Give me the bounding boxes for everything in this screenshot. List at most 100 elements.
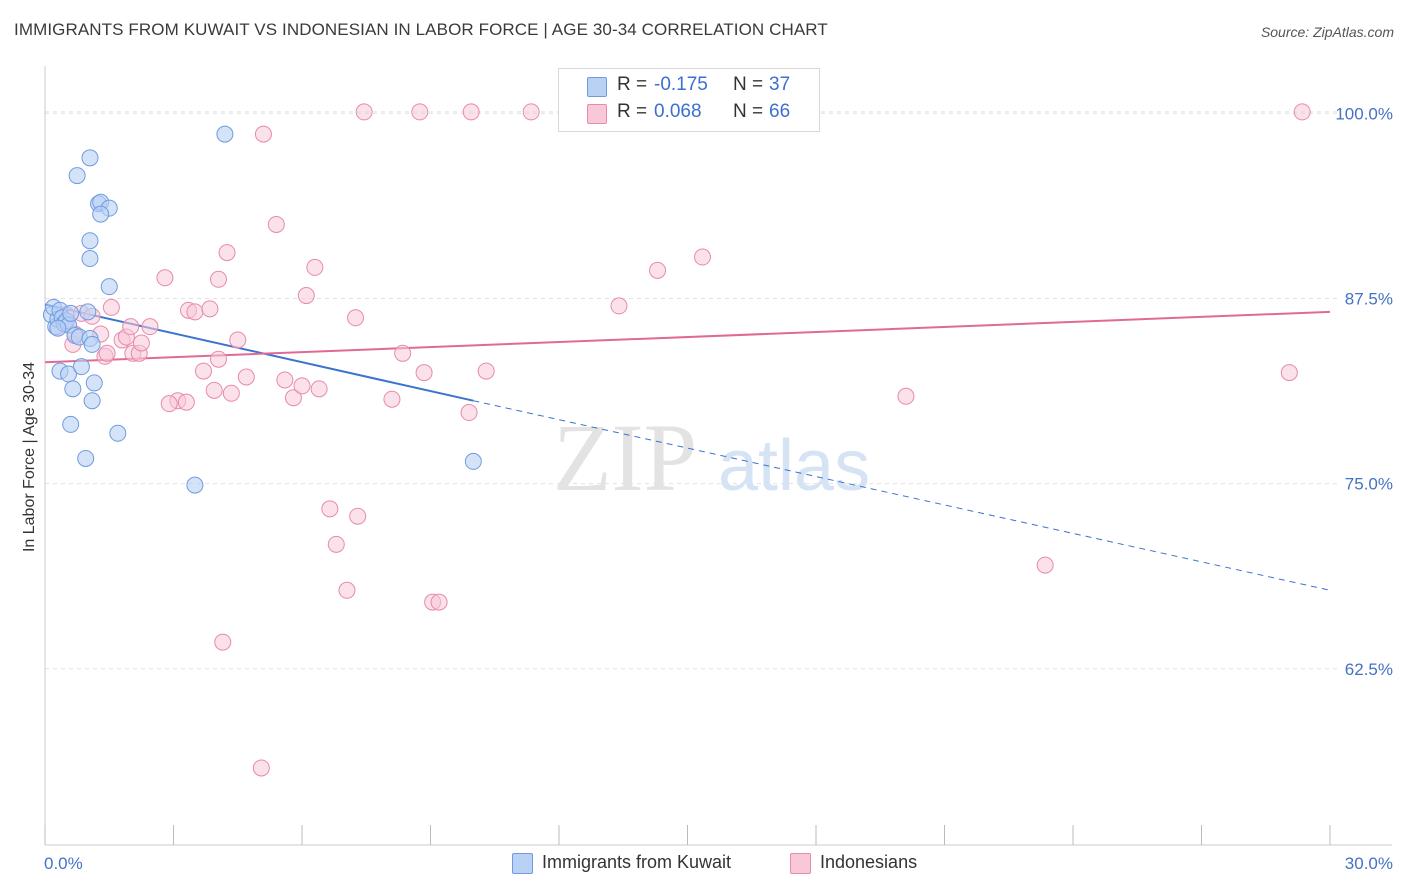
point-indonesians [1036, 556, 1054, 574]
point-indonesians [297, 287, 315, 305]
point-kuwait [109, 424, 127, 442]
watermark: ZIP atlas [553, 404, 870, 511]
point-kuwait [72, 358, 90, 376]
legend-r-label: R = [617, 101, 648, 122]
point-indonesians [355, 103, 373, 121]
legend-box: R = -0.175 N = 37 R = 0.068 N = 66 [558, 68, 820, 132]
point-indonesians [98, 344, 116, 362]
point-kuwait [81, 250, 99, 268]
point-kuwait [186, 476, 204, 494]
source-credit: Source: ZipAtlas.com [1260, 24, 1394, 40]
legend-r-value: 0.068 [654, 101, 702, 122]
y-tick-label: 100.0% [1335, 104, 1393, 123]
legend-swatch-indonesians [587, 104, 607, 124]
point-indonesians [394, 344, 412, 362]
legend-n-label: N = [733, 101, 764, 122]
point-kuwait [81, 149, 99, 167]
point-indonesians [897, 387, 915, 405]
y-tick-label: 62.5% [1345, 660, 1393, 679]
point-indonesians [522, 103, 540, 121]
watermark-atlas: atlas [718, 426, 870, 506]
point-kuwait [85, 374, 103, 392]
bottom-legend-swatch-indonesians [790, 853, 811, 874]
legend-n-label: N = [733, 74, 764, 95]
bottom-legend-label-indonesians: Indonesians [820, 852, 918, 872]
point-indonesians [214, 633, 232, 651]
point-kuwait [100, 278, 118, 296]
point-kuwait [62, 415, 80, 433]
point-kuwait [83, 392, 101, 410]
point-kuwait [464, 452, 482, 470]
point-indonesians [284, 389, 302, 407]
point-kuwait [62, 304, 80, 322]
point-indonesians [693, 248, 711, 266]
y-axis-title: In Labor Force | Age 30-34 [21, 362, 38, 552]
point-indonesians [201, 300, 219, 318]
point-indonesians [411, 103, 429, 121]
point-indonesians [205, 381, 223, 399]
point-indonesians [310, 380, 328, 398]
point-indonesians [156, 269, 174, 287]
legend-r-value: -0.175 [654, 74, 708, 95]
point-indonesians [237, 368, 255, 386]
point-indonesians [1280, 364, 1298, 382]
point-indonesians [306, 258, 324, 276]
point-indonesians [229, 331, 247, 349]
legend-row-kuwait: R = -0.175 N = 37 [559, 74, 819, 101]
legend-r-label: R = [617, 74, 648, 95]
point-indonesians [102, 298, 120, 316]
point-indonesians [383, 390, 401, 408]
legend-n-value: 66 [769, 101, 791, 122]
point-indonesians [1293, 103, 1311, 121]
point-kuwait [216, 125, 234, 143]
legend-row-indonesians: R = 0.068 N = 66 [559, 101, 819, 128]
point-indonesians [327, 535, 345, 553]
legend-n-value: 37 [769, 74, 791, 95]
point-indonesians [415, 364, 433, 382]
legend-swatch-kuwait [587, 77, 607, 97]
point-kuwait [64, 380, 82, 398]
point-indonesians [477, 362, 495, 380]
axis-layer: 100.0% 87.5% 75.0% 62.5% 0.0% 30.0% [44, 66, 1393, 873]
point-kuwait [83, 335, 101, 353]
trendline-kuwait-extension [473, 400, 1331, 591]
point-indonesians [649, 261, 667, 279]
x-tick-label-max: 30.0% [1345, 854, 1393, 873]
point-indonesians [267, 215, 285, 233]
point-indonesians [252, 759, 270, 777]
point-indonesians [276, 371, 294, 389]
chart-title: IMMIGRANTS FROM KUWAIT VS INDONESIAN IN … [14, 20, 828, 39]
x-tick-label-min: 0.0% [44, 854, 83, 873]
y-tick-label: 87.5% [1345, 290, 1393, 309]
point-indonesians [132, 334, 150, 352]
point-kuwait [81, 232, 99, 250]
trendline-kuwait [44, 303, 474, 402]
trendline-indonesians [44, 310, 1331, 364]
point-indonesians [610, 297, 628, 315]
point-indonesians [321, 500, 339, 518]
point-indonesians [194, 362, 212, 380]
point-indonesians [222, 384, 240, 402]
point-kuwait [79, 303, 97, 321]
point-indonesians [122, 318, 140, 336]
point-indonesians [460, 404, 478, 422]
point-indonesians [186, 303, 204, 321]
point-kuwait [92, 205, 110, 223]
point-indonesians [293, 377, 311, 395]
point-indonesians [177, 393, 195, 411]
trend-layer [44, 303, 1331, 591]
point-indonesians [338, 581, 356, 599]
point-indonesians [209, 270, 227, 288]
point-indonesians [160, 395, 178, 413]
point-indonesians [254, 125, 272, 143]
point-indonesians [349, 507, 367, 525]
point-indonesians [430, 593, 448, 611]
point-kuwait [49, 319, 67, 337]
point-indonesians [347, 309, 365, 327]
bottom-legend-label-kuwait: Immigrants from Kuwait [542, 852, 732, 872]
point-kuwait [68, 167, 86, 185]
bottom-legend-swatch-kuwait [512, 853, 533, 874]
point-indonesians [462, 103, 480, 121]
point-kuwait [77, 449, 95, 467]
